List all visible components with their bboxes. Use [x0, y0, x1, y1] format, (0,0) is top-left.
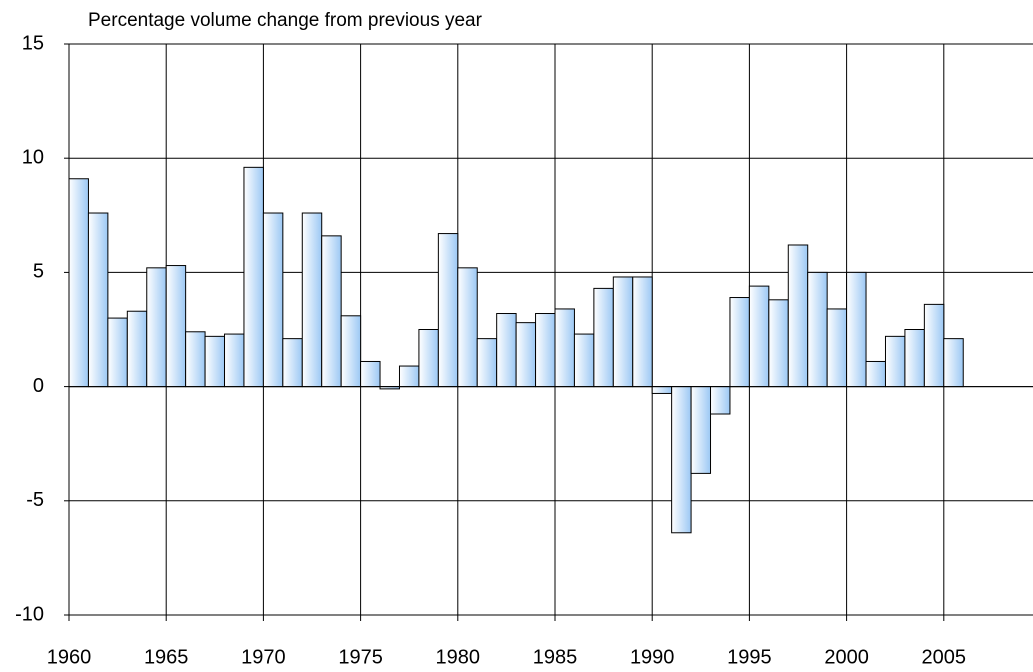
bar	[204, 335, 226, 388]
bar	[496, 313, 517, 388]
bar	[573, 333, 595, 388]
bar	[262, 212, 284, 388]
x-tick-label: 1985	[533, 646, 578, 668]
bar	[107, 317, 128, 388]
bar	[68, 178, 89, 388]
chart-title: Percentage volume change from previous y…	[88, 10, 483, 31]
x-tick-label: 1960	[47, 646, 92, 668]
y-tick-label: 10	[22, 146, 44, 168]
x-tick-label: 2005	[922, 646, 967, 668]
x-tick-label: 1965	[144, 646, 189, 668]
bar	[360, 360, 381, 388]
bar	[282, 338, 303, 388]
x-tick-label: 2000	[824, 646, 869, 668]
bar	[593, 287, 614, 388]
bar	[146, 267, 167, 388]
bar	[807, 271, 828, 388]
bar	[224, 333, 245, 388]
bar	[321, 235, 342, 388]
bar	[632, 276, 653, 388]
bar	[437, 233, 459, 388]
bar	[729, 297, 750, 388]
bar	[865, 360, 886, 388]
bar	[340, 315, 362, 388]
bar	[165, 265, 187, 388]
y-tick-label: 15	[22, 32, 44, 54]
bar	[87, 212, 109, 388]
bar	[243, 166, 264, 388]
y-tick-label: 5	[33, 261, 44, 283]
bar	[651, 386, 673, 394]
bar	[612, 276, 634, 388]
bar	[826, 308, 848, 388]
y-tick-label: 0	[33, 375, 44, 397]
x-tick-label: 1980	[436, 646, 481, 668]
bar	[923, 303, 945, 388]
bar	[690, 386, 712, 474]
bar	[710, 386, 731, 415]
bar	[554, 308, 575, 388]
bar	[301, 212, 323, 388]
bar	[126, 310, 148, 388]
bar	[515, 322, 537, 388]
bar	[457, 267, 478, 388]
bar	[418, 329, 439, 388]
bar	[884, 335, 906, 388]
bar	[943, 338, 964, 388]
bar	[748, 285, 770, 388]
x-tick-label: 1975	[338, 646, 383, 668]
bar	[535, 313, 556, 388]
x-tick-label: 1995	[727, 646, 772, 668]
x-tick-label: 1970	[241, 646, 286, 668]
y-tick-label: -5	[26, 489, 44, 511]
bar	[768, 299, 789, 388]
bar	[476, 338, 498, 388]
bar	[846, 271, 867, 388]
x-tick-label: 1990	[630, 646, 675, 668]
bar	[185, 331, 206, 388]
bar	[398, 365, 420, 388]
bar	[904, 329, 925, 388]
bar	[671, 386, 692, 534]
bar	[787, 244, 809, 388]
y-tick-label: -10	[15, 603, 44, 625]
